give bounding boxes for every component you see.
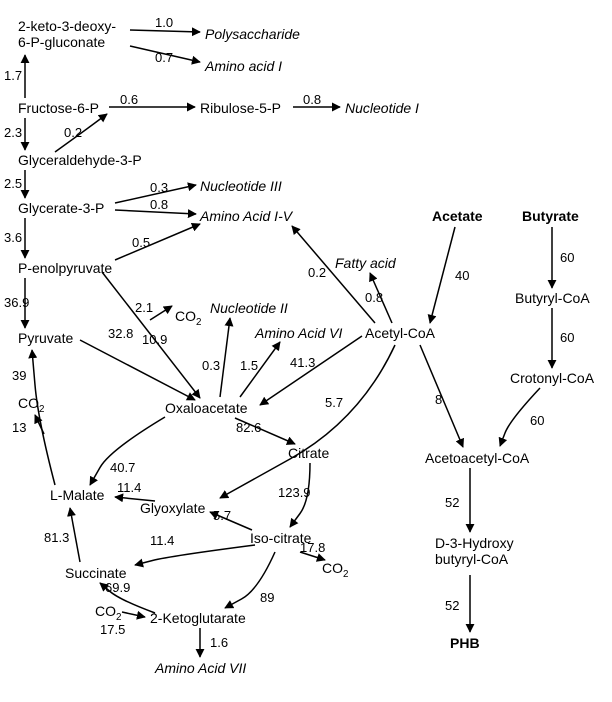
node-dhbcoa: D-3-Hydroxybutyryl-CoA [435,535,514,567]
node-butcoa: Butyryl-CoA [515,290,590,306]
node-f6p: Fructose-6-P [18,100,99,116]
node-glyox: Glyoxylate [140,500,205,516]
node-nuc2: Nucleotide II [210,300,288,316]
flux-label-30: 40.7 [110,460,135,475]
flux-label-41: 52 [445,495,459,510]
edge-26 [260,336,362,405]
node-butyrate: Butyrate [522,208,579,224]
edge-18 [220,318,230,397]
flux-label-20: 0.8 [365,290,383,305]
flux-label-40: 1.6 [210,635,228,650]
node-phb: PHB [450,635,480,651]
flux-label-26: 41.3 [290,355,315,370]
node-fattyacid: Fatty acid [335,255,396,271]
node-oaa: Oxaloacetate [165,400,248,416]
flux-label-35: 11.4 [150,533,174,548]
node-nuc1: Nucleotide I [345,100,419,116]
flux-label-8: 0.3 [150,180,168,195]
node-co2_b: CO2 [18,395,44,415]
node-aa6: Amino Acid VI [255,325,342,341]
node-co2_d: CO2 [95,603,121,623]
flux-label-39: 17.5 [100,622,125,637]
node-acetate: Acetate [432,208,483,224]
edge-21 [292,226,375,323]
node-nuc3: Nucleotide III [200,178,282,194]
node-g3p: Glycerate-3-P [18,200,104,216]
flux-label-28: 8 [435,392,442,407]
flux-label-24: 60 [560,330,574,345]
flux-label-7: 2.5 [4,176,22,191]
flux-label-15: 10.9 [142,332,167,347]
flux-label-29: 82.6 [236,420,261,435]
flux-label-22: 40 [455,268,469,283]
flux-label-38: 69.9 [105,580,130,595]
node-gap: Glyceraldehyde-3-P [18,152,142,168]
flux-label-4: 0.8 [303,92,321,107]
node-succ: Succinate [65,565,126,581]
edge-39 [122,612,145,617]
flux-label-37: 89 [260,590,274,605]
node-pyruvate: Pyruvate [18,330,73,346]
flux-label-14: 32.8 [108,326,133,341]
edge-14 [80,340,195,400]
flux-label-5: 2.3 [4,125,22,140]
node-aa7: Amino Acid VII [155,660,246,676]
flux-label-0: 1.0 [155,15,173,30]
node-aa15: Amino Acid I-V [200,208,292,224]
flux-label-27: 5.7 [325,395,343,410]
flux-label-13: 2.1 [135,300,153,315]
flux-label-19: 1.5 [240,358,258,373]
flux-label-34: 81.3 [44,530,69,545]
flux-label-33: 5.7 [213,508,231,523]
node-lmalate: L-Malate [50,487,104,503]
node-polysac: Polysaccharide [205,26,300,42]
edge-11 [115,224,200,260]
flux-label-21: 0.2 [308,265,326,280]
flux-label-10: 3.6 [4,230,22,245]
flux-label-16: 39 [12,368,26,383]
node-pep: P-enolpyruvate [18,260,112,276]
flux-label-12: 36.9 [4,295,29,310]
node-accoa: Acetyl-CoA [365,325,435,341]
flux-label-25: 60 [530,413,544,428]
edge-35 [135,545,255,565]
node-aacoa: Acetoacetyl-CoA [425,450,529,466]
flux-label-1: 0.7 [155,50,173,65]
flux-label-31: 123.9 [278,485,311,500]
edge-0 [130,30,200,32]
flux-label-23: 60 [560,250,574,265]
edge-34 [70,508,80,562]
edge-15 [150,306,172,320]
flux-label-6: 0.2 [64,125,82,140]
flux-label-42: 52 [445,598,459,613]
node-r5p: Ribulose-5-P [200,100,281,116]
node-crotcoa: Crotonyl-CoA [510,370,594,386]
node-co2_a: CO2 [175,308,201,328]
node-co2_c: CO2 [322,560,348,580]
flux-label-17: 13 [12,420,26,435]
flux-label-11: 0.5 [132,235,150,250]
flux-label-9: 0.8 [150,197,168,212]
node-citrate: Citrate [288,445,329,461]
flux-label-3: 0.6 [120,92,138,107]
flux-label-2: 1.7 [4,68,22,83]
flux-label-36: 17.8 [300,540,325,555]
flux-label-18: 0.3 [202,358,220,373]
node-aa1: Amino acid I [205,58,282,74]
node-kg: 2-Ketoglutarate [150,610,246,626]
metabolic-flux-diagram: 2-keto-3-deoxy-6-P-gluconate Polysacchari… [0,0,612,702]
edge-17 [35,415,44,434]
flux-label-32: 11.4 [117,480,141,495]
edge-16 [32,350,55,485]
node-kdpg: 2-keto-3-deoxy-6-P-gluconate [18,18,116,50]
edge-22 [430,227,455,323]
